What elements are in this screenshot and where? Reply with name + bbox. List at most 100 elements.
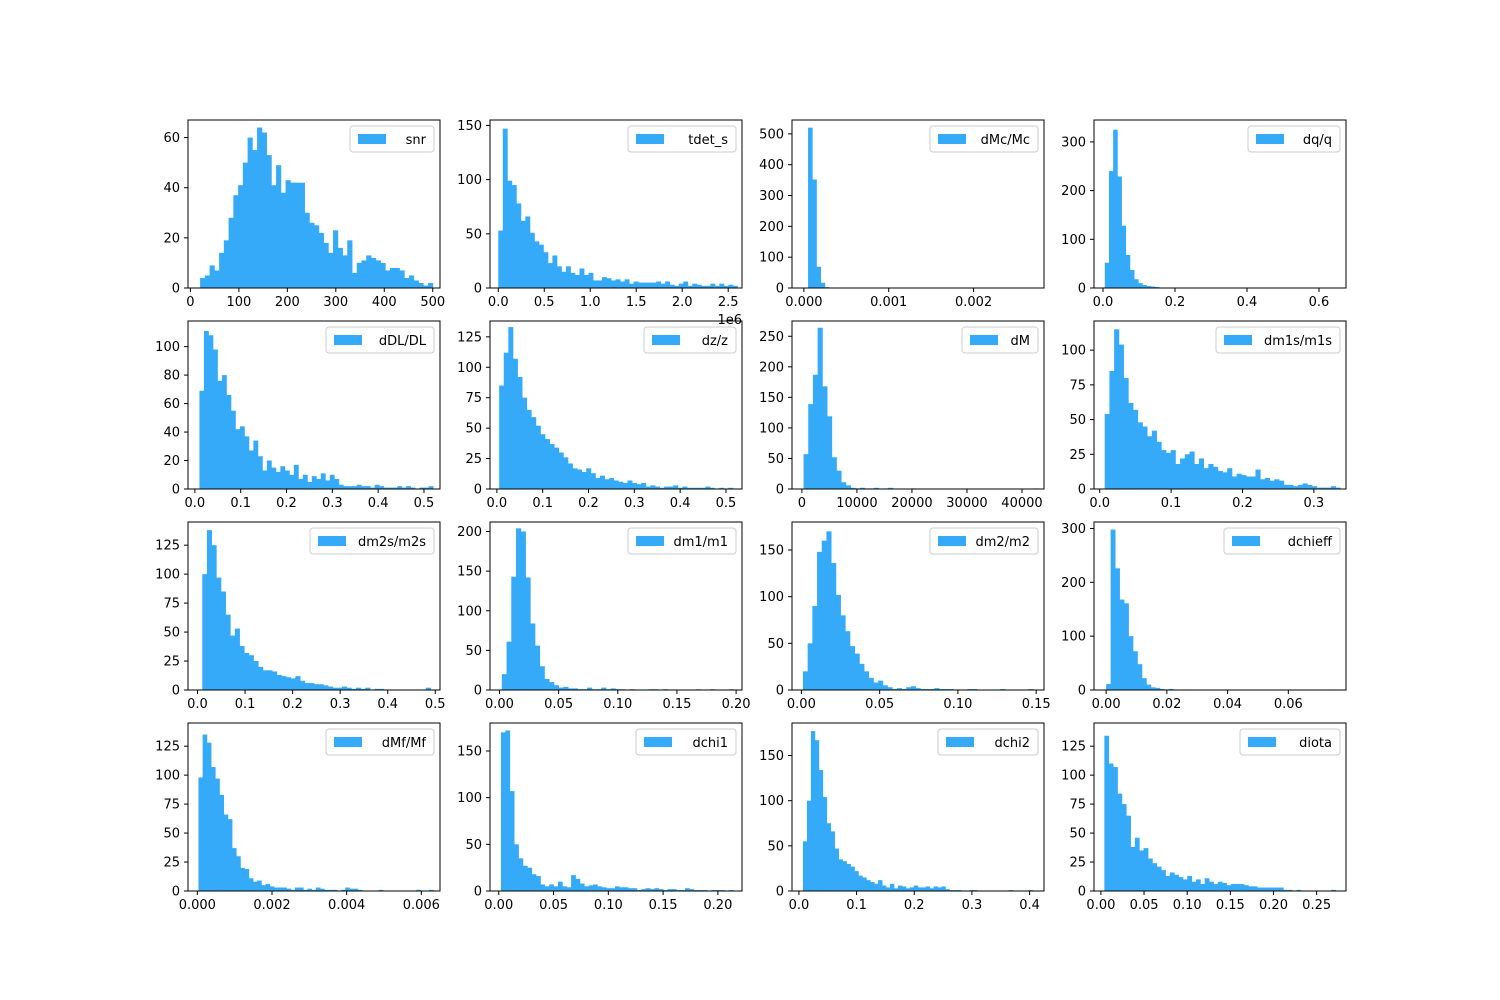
x-tick-label: 0 [186, 295, 194, 310]
hist-bar [286, 677, 292, 690]
y-tick-label: 40 [163, 181, 180, 196]
legend-box [325, 728, 435, 756]
hist-bar [1330, 486, 1336, 489]
hist-bar [216, 577, 222, 690]
hist-bar [276, 674, 282, 690]
hist-bar [849, 646, 856, 690]
y-tick-label: 50 [1069, 827, 1086, 842]
hist-bar [352, 486, 358, 489]
hist-bar [710, 283, 716, 288]
hist-bar [802, 671, 809, 690]
hist-bar [265, 884, 271, 891]
hist-bar [859, 663, 865, 690]
hist-bar [328, 686, 334, 690]
hist-bar [1134, 279, 1139, 288]
y-tick-label: 100 [1061, 769, 1086, 784]
hist-bar [530, 623, 536, 690]
hist-bar [1109, 370, 1115, 489]
hist-bar [873, 682, 879, 690]
hist-bar [910, 686, 917, 690]
hist-bar [342, 255, 348, 288]
hist-bar [298, 479, 304, 489]
y-tick-label: 80 [163, 369, 180, 384]
hist-bar [669, 284, 675, 288]
y-tick-label: 100 [1061, 233, 1086, 248]
hist-bar [890, 883, 895, 891]
hist-bar [332, 687, 338, 690]
x-tick-label: 0.002 [955, 295, 992, 310]
hist-bar [540, 434, 546, 489]
hist-bar [831, 563, 837, 690]
hist-bar [511, 576, 517, 690]
hist-bar [838, 859, 843, 891]
y-tick-label: 0 [776, 483, 784, 498]
x-tick-label: 0.0 [1089, 496, 1110, 511]
y-tick-label: 0 [1078, 282, 1086, 297]
hist-bar [228, 217, 234, 288]
legend: dq/q [1247, 125, 1341, 153]
hist-bar [230, 635, 236, 690]
hist-bar [320, 888, 325, 891]
hist-bar [374, 688, 380, 690]
hist-bar [315, 887, 321, 891]
x-tick-label: 0.1 [532, 496, 553, 511]
hist-bar [650, 485, 656, 489]
x-tick-label: 0.06 [1274, 697, 1303, 712]
legend-box [1215, 326, 1341, 354]
legend-swatch [970, 335, 998, 345]
hist-bar [807, 643, 813, 690]
hist-bar [236, 856, 241, 891]
hist-bar [280, 466, 286, 489]
hist-bar [352, 272, 358, 288]
hist-bar [206, 742, 212, 891]
hist-bar [365, 687, 371, 690]
hist-bar [934, 688, 940, 690]
hist-bar [628, 888, 633, 891]
hist-bar [882, 685, 888, 690]
hist-bar [732, 285, 738, 288]
hist-bar [357, 889, 363, 891]
hist-bar [1236, 473, 1242, 489]
hist-bar [664, 486, 670, 489]
hist-bar [518, 858, 524, 891]
hist-bar [309, 683, 315, 690]
hist-bar [614, 886, 620, 891]
hist-bar [1297, 484, 1303, 489]
legend-swatch [636, 536, 664, 546]
hist-bar [1264, 477, 1271, 489]
y-tick-label: 0 [776, 684, 784, 699]
y-tick-label: 0 [1078, 885, 1086, 900]
y-tick-label: 60 [163, 397, 180, 412]
hist-bar [882, 885, 887, 891]
hist-bar [565, 266, 571, 288]
hist-bar [808, 127, 813, 288]
hist-bar [850, 487, 856, 489]
hist-bar [1283, 484, 1289, 489]
subplot-13: 0.000 0.002 0.004 0.006 0 25 50 75 100 125 dMf/Mf [155, 722, 441, 913]
x-tick-label: 1.0 [580, 295, 601, 310]
legend: dchieff [1223, 527, 1341, 555]
legend: snr [349, 125, 435, 153]
x-tick-label: 0.0 [487, 496, 508, 511]
hist-bar [866, 880, 871, 891]
hist-bar [1124, 603, 1129, 690]
x-tick-label: 0.3 [322, 496, 343, 511]
hist-bar [906, 687, 912, 690]
hist-bar [427, 282, 434, 288]
hist-bar [244, 436, 250, 489]
hist-bar [687, 487, 692, 489]
subplot-5: 0.0 0.1 0.2 0.3 0.4 0.5 0 20 40 60 80 100 dDL/DL [155, 320, 441, 511]
hist-bar [516, 528, 522, 690]
hist-bar [290, 678, 296, 690]
hist-bar [597, 280, 603, 288]
legend-box [929, 125, 1039, 153]
x-tick-label: 0.25 [1302, 898, 1331, 913]
subplot-12: 0.00 0.02 0.04 0.06 0 100 200 300 dchieff [1061, 521, 1347, 712]
legend-swatch [1232, 536, 1260, 546]
hist-bar [1106, 684, 1112, 690]
hist-bar [257, 127, 263, 288]
hist-bar [937, 887, 942, 891]
hist-bar [356, 484, 362, 489]
hist-bar [1244, 885, 1249, 891]
